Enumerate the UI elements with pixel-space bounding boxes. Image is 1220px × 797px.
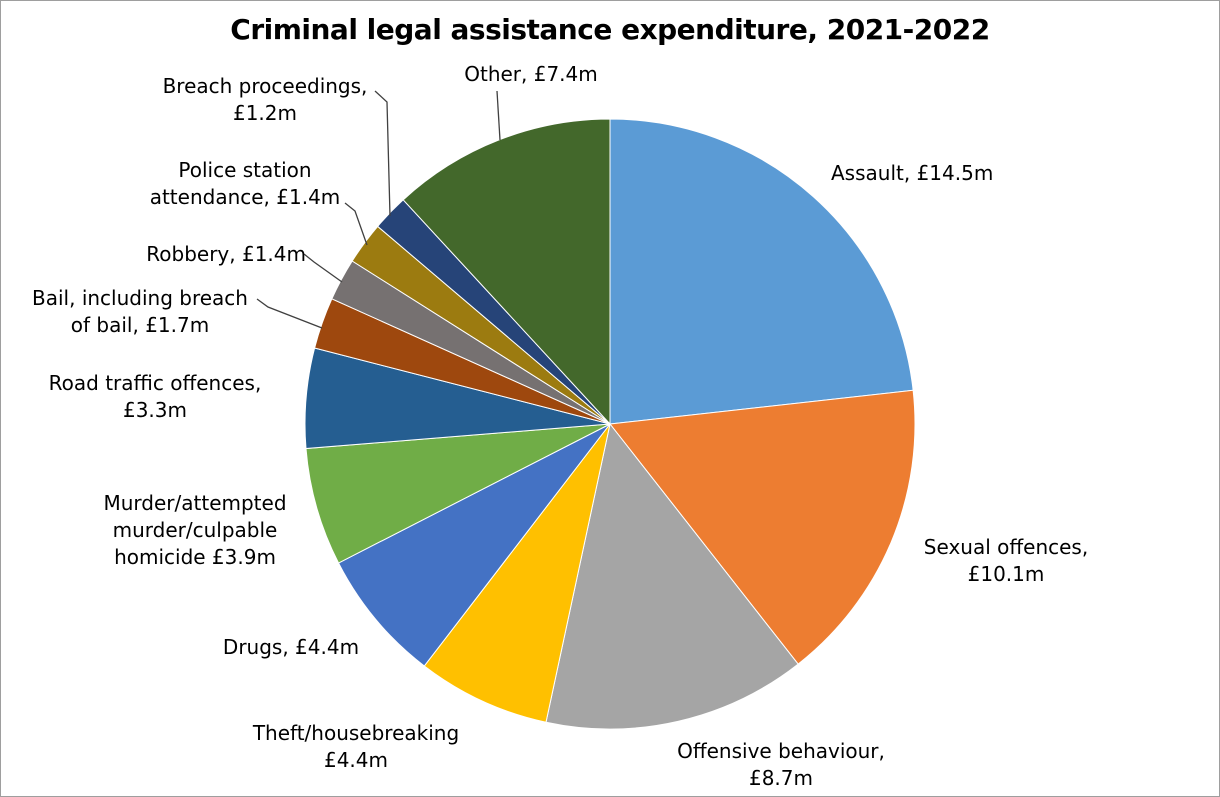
slice-offensive <box>545 422 799 730</box>
leader-line-other <box>496 90 501 141</box>
slice-other <box>402 118 611 426</box>
slice-assault <box>609 118 914 425</box>
slice-theft <box>423 423 611 723</box>
slice-label-offensive-behaviour: Offensive behaviour, £8.7m <box>677 739 885 790</box>
slice-label-breach-proceedings: Breach proceedings, £1.2m <box>162 74 368 125</box>
leader-line-police <box>344 202 368 246</box>
slice-label-bail: Bail, including breach of bail, £1.7m <box>32 286 248 337</box>
slice-label-police-station-attendance: Police station attendance, £1.4m <box>149 158 341 209</box>
leader-line-bail <box>256 298 323 329</box>
leader-line-robbery <box>303 253 343 283</box>
slice-murder <box>305 423 611 564</box>
slice-label-robbery: Robbery, £1.4m <box>146 242 306 266</box>
slice-label-road-traffic-offences: Road traffic offences, £3.3m <box>48 371 262 422</box>
slice-label-sexual-offences: Sexual offences, £10.1m <box>923 535 1089 586</box>
slice-drugs <box>337 423 611 667</box>
slice-label-assault: Assault, £14.5m <box>831 161 994 185</box>
slice-label-murder: Murder/attempted murder/culpable homicid… <box>103 491 287 569</box>
slice-label-theft-housebreaking: Theft/housebreaking £4.4m <box>252 721 460 772</box>
leader-line-breach <box>374 90 391 217</box>
chart-title: Criminal legal assistance expenditure, 2… <box>230 13 990 46</box>
slice-label-drugs: Drugs, £4.4m <box>222 635 360 659</box>
slice-sexual <box>609 389 916 665</box>
slice-label-other: Other, £7.4m <box>464 62 598 86</box>
